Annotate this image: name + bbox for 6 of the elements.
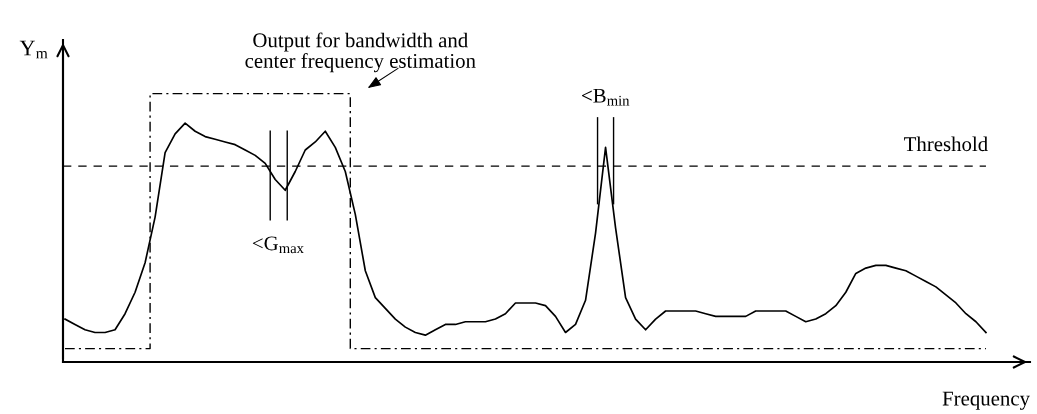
text: Output for bandwidth and center frequency estimation [245, 32, 476, 73]
ref-line-label: Threshold [904, 136, 988, 152]
annotation: <G$_{max}$ [252, 236, 304, 254]
y-axis-title: Y$_{m}$ [19, 40, 48, 59]
x-axis-title: Frequency [942, 391, 1030, 410]
annotation: <B$_{min}$ [582, 88, 630, 106]
